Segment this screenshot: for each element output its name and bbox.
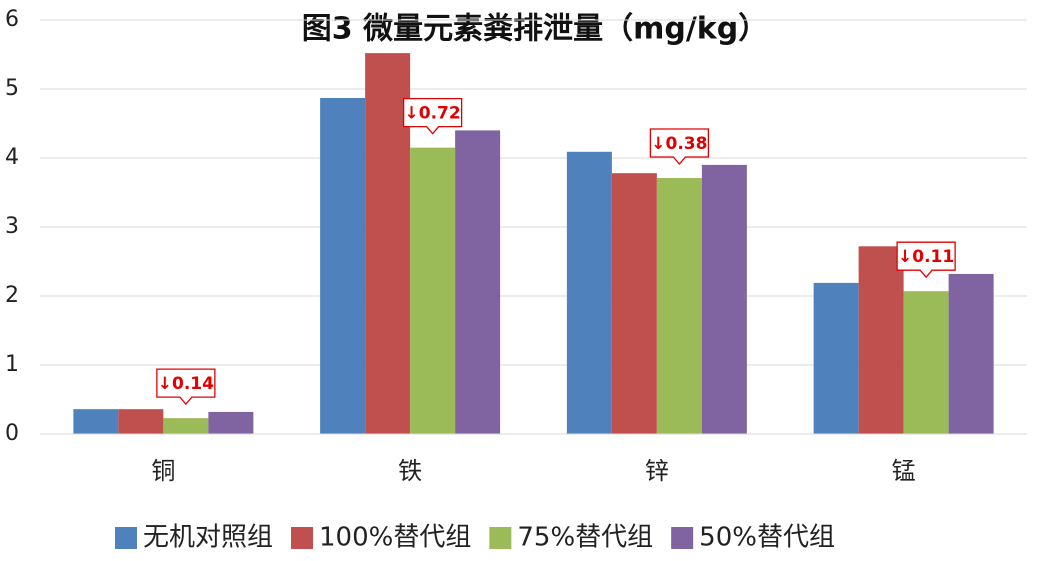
bar: [410, 147, 456, 434]
legend-label: 50%替代组: [699, 523, 835, 553]
annotation: ↓0.72: [405, 104, 461, 124]
annotation: ↓0.14: [158, 374, 214, 394]
bar: [73, 409, 119, 434]
bar: [858, 246, 904, 434]
x-tick-label: 铁: [398, 457, 422, 485]
legend-swatch: [291, 527, 314, 549]
y-tick-label: 6: [5, 7, 19, 32]
callout-box: [649, 128, 710, 166]
callout-box: [402, 98, 463, 135]
y-tick-label: 1: [5, 352, 19, 377]
legend-swatch: [115, 527, 137, 549]
x-tick-label: 铜: [151, 457, 175, 485]
y-tick-label: 0: [5, 421, 19, 446]
legend-label: 75%替代组: [517, 523, 653, 553]
legend-label: 无机对照组: [143, 523, 273, 553]
bar: [208, 411, 254, 434]
annotation: ↓0.38: [651, 134, 707, 154]
y-tick-label: 2: [5, 283, 19, 308]
bar: [948, 273, 994, 434]
callout-box: [896, 241, 956, 279]
x-tick-label: 锰: [892, 457, 916, 485]
y-tick-label: 3: [5, 214, 19, 239]
x-tick-label: 锌: [645, 457, 669, 485]
legend-swatch: [489, 527, 512, 549]
bar: [365, 53, 411, 435]
y-tick-label: 4: [5, 145, 19, 170]
bar: [903, 291, 949, 434]
bar: [118, 409, 164, 434]
legend-label: 100%替代组: [319, 523, 471, 553]
legend-swatch: [671, 527, 694, 549]
bar: [656, 178, 702, 434]
chart-title: 图3 微量元素粪排泄量（mg/kg）: [302, 12, 768, 47]
bar: [320, 97, 366, 434]
annotation: ↓0.11: [898, 247, 954, 267]
bar: [455, 130, 501, 434]
bar: [611, 173, 657, 434]
bar: [701, 164, 747, 434]
bar: [163, 418, 209, 434]
y-tick-label: 5: [5, 76, 19, 101]
callout-box: [156, 368, 216, 406]
bar: [813, 282, 859, 434]
bar: [566, 151, 612, 435]
